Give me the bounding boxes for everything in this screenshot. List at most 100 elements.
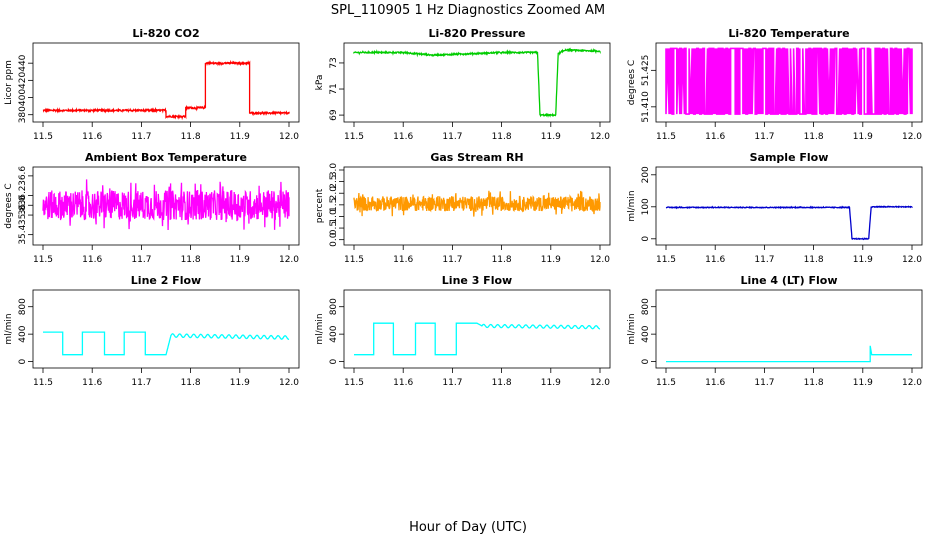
x-tick-label: 11.6 bbox=[82, 378, 102, 388]
x-tick-label: 11.5 bbox=[656, 132, 676, 142]
x-tick-label: 11.6 bbox=[82, 132, 102, 142]
x-tick-label: 12.0 bbox=[902, 378, 922, 388]
y-axis-label: ml/min bbox=[627, 190, 637, 221]
chart-panel-7: Line 2 Flow 11.5 11.6 11.7 11.8 11.9 12.0 0 400 8… bbox=[4, 274, 300, 388]
x-tick-label: 12.0 bbox=[279, 132, 299, 142]
y-tick-label: 420 bbox=[18, 71, 28, 88]
y-axis-label: ml/min bbox=[315, 313, 325, 344]
panel-title: Li-820 Temperature bbox=[728, 27, 849, 40]
series-line-1 bbox=[666, 345, 912, 363]
y-tick-label: 2.5 bbox=[329, 174, 339, 188]
y-tick-label: 36.2 bbox=[18, 185, 28, 205]
x-tick-label: 11.7 bbox=[442, 255, 462, 265]
figure-x-axis-label: Hour of Day (UTC) bbox=[409, 520, 527, 535]
panel-title: Line 4 (LT) Flow bbox=[741, 274, 838, 287]
x-tick-label: 11.5 bbox=[33, 378, 53, 388]
chart-panel-8: Line 3 Flow 11.5 11.6 11.7 11.8 11.9 12.0 0 400 8… bbox=[315, 274, 611, 388]
x-tick-label: 11.5 bbox=[656, 255, 676, 265]
x-tick-label: 11.7 bbox=[131, 132, 151, 142]
x-tick-label: 11.6 bbox=[705, 378, 725, 388]
x-tick-label: 11.8 bbox=[181, 132, 201, 142]
y-tick-label: 100 bbox=[641, 198, 651, 215]
y-tick-label: 400 bbox=[18, 89, 28, 106]
x-tick-label: 11.9 bbox=[541, 132, 561, 142]
y-tick-label: 400 bbox=[18, 325, 28, 342]
y-tick-label: 800 bbox=[641, 298, 651, 315]
y-tick-label: 35.4 bbox=[18, 224, 28, 244]
series-line-1 bbox=[665, 47, 913, 115]
y-axis-label: percent bbox=[315, 188, 325, 223]
x-tick-label: 11.8 bbox=[804, 378, 824, 388]
y-tick-label: 440 bbox=[18, 54, 28, 71]
y-tick-label: 36.0 bbox=[18, 195, 28, 215]
y-tick-label: 800 bbox=[18, 298, 28, 315]
x-tick-label: 12.0 bbox=[590, 132, 610, 142]
x-tick-label: 11.8 bbox=[492, 378, 512, 388]
y-tick-label: 35.8 bbox=[18, 205, 28, 225]
x-tick-label: 11.9 bbox=[230, 255, 250, 265]
x-tick-label: 11.5 bbox=[344, 132, 364, 142]
x-tick-label: 11.8 bbox=[181, 255, 201, 265]
y-tick-label: 51.425 bbox=[641, 55, 651, 87]
x-tick-label: 11.9 bbox=[541, 255, 561, 265]
chart-panel-9: Line 4 (LT) Flow 11.5 11.6 11.7 11.8 11.9 12.0… bbox=[627, 274, 923, 388]
x-tick-label: 11.7 bbox=[442, 378, 462, 388]
x-tick-label: 11.7 bbox=[442, 132, 462, 142]
y-tick-label: 0.5 bbox=[329, 221, 339, 235]
y-tick-label: 51.410 bbox=[641, 91, 651, 123]
y-tick-label: 69 bbox=[329, 109, 339, 121]
x-tick-label: 11.8 bbox=[181, 378, 201, 388]
chart-panel-4: Ambient Box Temperature 11.5 11.6 11.7 11.8 1… bbox=[4, 151, 300, 265]
x-tick-label: 11.9 bbox=[230, 378, 250, 388]
x-tick-label: 12.0 bbox=[590, 255, 610, 265]
panel-title: Li-820 Pressure bbox=[429, 27, 526, 40]
y-tick-label: 400 bbox=[329, 325, 339, 342]
plot-frame bbox=[343, 42, 611, 123]
panel-title: Line 3 Flow bbox=[442, 274, 512, 287]
y-tick-label: 73 bbox=[329, 57, 339, 68]
plot-frame bbox=[32, 42, 300, 123]
x-tick-label: 11.8 bbox=[804, 255, 824, 265]
x-tick-label: 11.9 bbox=[853, 132, 873, 142]
series-line-1 bbox=[354, 322, 601, 356]
x-tick-label: 11.7 bbox=[754, 378, 774, 388]
series-line-1 bbox=[353, 47, 601, 118]
y-tick-label: 400 bbox=[641, 325, 651, 342]
x-tick-label: 12.0 bbox=[279, 255, 299, 265]
x-tick-label: 11.9 bbox=[853, 378, 873, 388]
x-tick-label: 11.5 bbox=[33, 255, 53, 265]
y-tick-label: 200 bbox=[641, 166, 651, 183]
series-line-1 bbox=[665, 205, 913, 241]
chart-panel-6: Sample Flow 11.5 11.6 11.7 11.8 11.9 12.0 0 100 2… bbox=[627, 151, 923, 265]
y-axis-label: degrees C bbox=[4, 183, 14, 228]
series-line-1 bbox=[42, 179, 290, 231]
plot-frame bbox=[343, 166, 611, 246]
x-tick-label: 12.0 bbox=[902, 255, 922, 265]
panel-title: Sample Flow bbox=[750, 151, 829, 164]
x-tick-label: 11.6 bbox=[705, 132, 725, 142]
y-tick-label: 0 bbox=[329, 358, 339, 364]
y-axis-label: ml/min bbox=[627, 313, 637, 344]
x-tick-label: 11.5 bbox=[344, 378, 364, 388]
chart-panel-2: Li-820 Pressure 11.5 11.6 11.7 11.8 11.9 12.0 6… bbox=[315, 27, 611, 142]
x-tick-label: 11.7 bbox=[754, 255, 774, 265]
y-tick-label: 0 bbox=[641, 236, 651, 242]
x-tick-label: 12.0 bbox=[279, 378, 299, 388]
chart-panel-5: Gas Stream RH 11.5 11.6 11.7 11.8 11.9 12.0 0.0… bbox=[315, 151, 611, 265]
y-tick-label: 3.0 bbox=[329, 163, 339, 178]
y-tick-label: 0 bbox=[18, 358, 28, 364]
panel-title: Li-820 CO2 bbox=[132, 27, 199, 40]
x-tick-label: 11.7 bbox=[131, 255, 151, 265]
plot-frame bbox=[32, 166, 300, 246]
x-tick-label: 11.7 bbox=[131, 378, 151, 388]
y-tick-label: 71 bbox=[329, 83, 339, 94]
y-tick-label: 0 bbox=[641, 358, 651, 364]
y-axis-label: ml/min bbox=[4, 313, 14, 344]
y-tick-label: 380 bbox=[18, 106, 28, 123]
x-tick-label: 11.6 bbox=[393, 132, 413, 142]
x-tick-label: 11.8 bbox=[492, 132, 512, 142]
x-tick-label: 11.6 bbox=[393, 255, 413, 265]
plot-frame bbox=[655, 166, 923, 246]
y-tick-label: 1.5 bbox=[329, 198, 339, 212]
